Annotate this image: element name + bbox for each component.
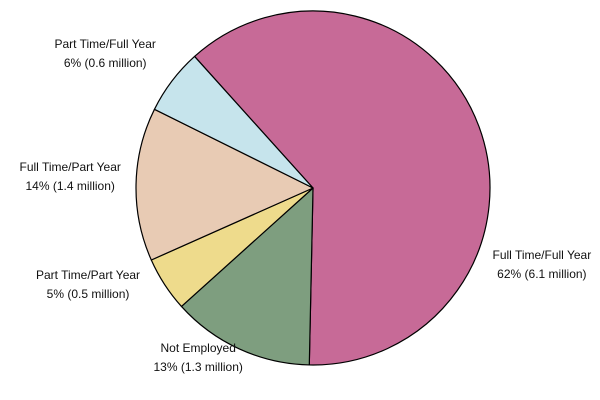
label-name: Full Time/Part Year [19, 160, 121, 174]
pie-slice-full-time-full-year [193, 10, 491, 366]
label-full-time-part-year: Full Time/Part Year 14% (1.4 million) [20, 158, 121, 196]
label-part-time-full-year: Part Time/Full Year 6% (0.6 million) [55, 35, 156, 73]
label-value: 62% (6.1 million) [497, 267, 587, 281]
pie-slice-part-time-full-year [153, 55, 314, 189]
label-name: Full Time/Full Year [492, 248, 592, 262]
label-value: 14% (1.4 million) [25, 179, 115, 193]
label-value: 6% (0.6 million) [63, 56, 147, 70]
label-part-time-part-year: Part Time/Part Year 5% (0.5 million) [36, 266, 140, 304]
label-value: 13% (1.3 million) [153, 360, 243, 374]
label-name: Part Time/Full Year [54, 37, 156, 51]
pie-slice-full-time-part-year [135, 108, 314, 261]
label-name: Part Time/Part Year [36, 268, 141, 282]
label-full-time-full-year: Full Time/Full Year 62% (6.1 million) [493, 246, 592, 284]
label-value: 5% (0.5 million) [46, 287, 130, 301]
label-not-employed: Not Employed 13% (1.3 million) [154, 339, 243, 377]
pie-slice-not-employed [180, 187, 314, 366]
label-name: Not Employed [160, 341, 236, 355]
